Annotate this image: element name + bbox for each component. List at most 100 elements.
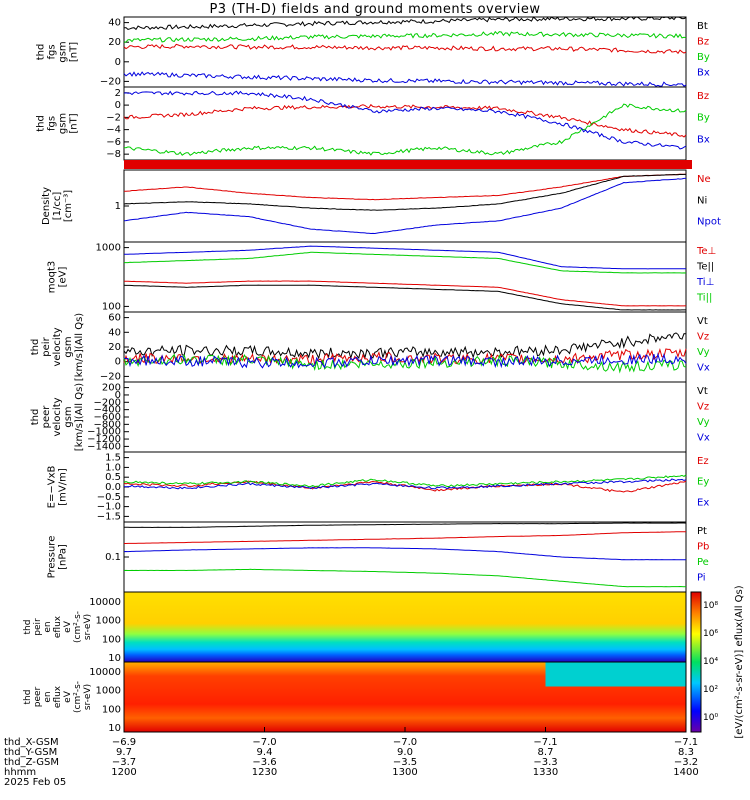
- y-axis-label-line: thd: [23, 620, 33, 635]
- y-axis-label-line: [nT]: [69, 42, 80, 62]
- x-axis-row-label: thd_Y-GSM: [4, 747, 57, 758]
- y-axis-label-line: thd: [30, 409, 41, 426]
- y-axis-label: thd fgs gsm [nT]: [36, 41, 80, 62]
- legend-entry: By: [697, 52, 710, 63]
- y-tick-label: −8: [106, 149, 121, 160]
- y-tick-label: 1.5: [105, 453, 121, 464]
- colorbar: [690, 591, 702, 733]
- y-axis-label-line: fgs: [47, 116, 58, 131]
- y-tick-label: −20: [100, 371, 121, 382]
- y-axis-label-line: Pressure: [47, 536, 58, 579]
- series-line: [124, 173, 687, 201]
- y-axis-label-line: eflux: [53, 685, 63, 708]
- y-tick-label: −1200: [87, 434, 121, 445]
- y-axis-label-line: (cm²-s-: [73, 681, 83, 713]
- spectrogram-region: [545, 662, 686, 687]
- series-line: [123, 103, 687, 156]
- y-axis-label-line: [km/s](All Qs): [74, 313, 85, 381]
- legend-entry: Pi: [697, 573, 706, 584]
- y-tick-label: 2: [115, 88, 121, 99]
- x-tick-label: 9.7: [116, 747, 132, 758]
- y-tick-label: −200: [94, 397, 121, 408]
- x-tick-label: 1300: [392, 767, 417, 778]
- y-axis-label-line: thd: [36, 115, 47, 132]
- legend-entry: Ez: [697, 456, 709, 467]
- chart-title: P3 (TH-D) fields and ground moments over…: [209, 2, 541, 17]
- y-axis-label-line: sr-eV): [83, 684, 93, 710]
- y-tick-label: 10000: [89, 667, 121, 678]
- y-tick-label: 200: [102, 383, 121, 394]
- panel-frame: [123, 169, 687, 243]
- legend-entry: Te||: [696, 262, 714, 273]
- y-tick-label: 0.5: [105, 472, 121, 483]
- x-tick-label: 8.7: [538, 747, 554, 758]
- colorbar-tick: 10²: [703, 685, 718, 695]
- y-axis-label-line: moqt3: [47, 261, 58, 294]
- y-axis-label-line: gsm: [58, 41, 69, 62]
- y-tick-label: −4: [106, 125, 121, 136]
- legend-entry: Ti||: [696, 293, 712, 304]
- x-tick-label: 8.3: [678, 747, 694, 758]
- y-tick-label: 0: [115, 100, 121, 111]
- y-axis-label: moqt3 [eV]: [47, 261, 69, 294]
- legend-entry: Vy: [697, 417, 710, 428]
- y-tick-label: −20: [100, 76, 121, 87]
- y-axis-label-line: thd: [23, 690, 33, 705]
- y-axis-label-line: en: [43, 621, 53, 632]
- x-tick-label: 9.4: [257, 747, 273, 758]
- x-axis-row-label: thd_X-GSM: [4, 737, 59, 748]
- y-axis-label: Pressure [nPa]: [47, 536, 69, 579]
- x-tick-label: −7.1: [674, 737, 698, 748]
- y-tick-label: 40: [108, 327, 121, 338]
- x-tick-label: 1330: [533, 767, 558, 778]
- y-axis-label-line: [km/s](All Qs): [74, 383, 85, 451]
- y-tick-label: −400: [94, 405, 121, 416]
- panel-frame: [123, 241, 687, 313]
- y-tick-label: 10: [108, 653, 121, 664]
- legend-entry: Pb: [697, 542, 709, 553]
- y-axis-label: thd peer velocity gsm [km/s](All Qs): [30, 383, 85, 451]
- series-line: [124, 531, 686, 544]
- y-tick-label: 1000: [96, 243, 121, 254]
- y-tick-label: 100: [102, 704, 121, 715]
- y-tick-label: −1000: [87, 427, 121, 438]
- legend-entry: Vx: [697, 363, 710, 374]
- series-line: [123, 30, 687, 43]
- y-axis-label-line: peir: [41, 336, 52, 356]
- y-axis-label-line: eV: [63, 690, 73, 703]
- series-line: [123, 173, 686, 211]
- y-tick-label: 100: [102, 301, 121, 312]
- y-axis-label-line: [1/cc]: [52, 192, 63, 221]
- series-line: [123, 352, 687, 369]
- y-tick-label: 0: [115, 357, 121, 368]
- y-tick-label: −800: [94, 419, 121, 430]
- y-axis-label-line: fgs: [47, 44, 58, 59]
- y-tick-label: 0: [115, 390, 121, 401]
- y-tick-label: 0.1: [105, 552, 121, 563]
- y-axis-label-line: eV: [63, 620, 73, 633]
- series-line: [124, 245, 686, 270]
- y-axis-label-line: thd: [36, 44, 47, 61]
- x-tick-label: −3.3: [533, 757, 557, 768]
- x-tick-label: −7.1: [533, 737, 557, 748]
- x-tick-label: −7.0: [252, 737, 276, 748]
- y-axis-label-line: eflux: [53, 615, 63, 638]
- x-tick-label: −6.9: [112, 737, 136, 748]
- y-axis-label: thd peir en eflux eV (cm²-s-sr-eV): [23, 611, 93, 643]
- y-tick-label: 1000: [96, 616, 121, 627]
- y-axis-label-line: E=−VxB: [47, 466, 58, 509]
- legend-entry: Bx: [697, 68, 710, 79]
- legend-entry: Vy: [697, 347, 710, 358]
- x-axis-row-label: thd_Z-GSM: [4, 757, 59, 768]
- y-axis-label-line: en: [43, 691, 53, 702]
- legend-entry: Pe: [697, 557, 709, 568]
- y-tick-label: 10000: [89, 597, 121, 608]
- legend-entry: Ne: [697, 174, 711, 185]
- y-axis-label-line: [nT]: [69, 113, 80, 133]
- y-axis-label-line: [nPa]: [58, 544, 69, 570]
- y-tick-label: −1400: [87, 441, 121, 452]
- x-axis-row-label: hhmm: [4, 767, 36, 778]
- y-axis-label: thd peer en eflux eV (cm²-s-sr-eV): [23, 681, 93, 713]
- y-tick-label: −1.0: [97, 502, 121, 513]
- y-axis-label-line: peir: [33, 618, 43, 636]
